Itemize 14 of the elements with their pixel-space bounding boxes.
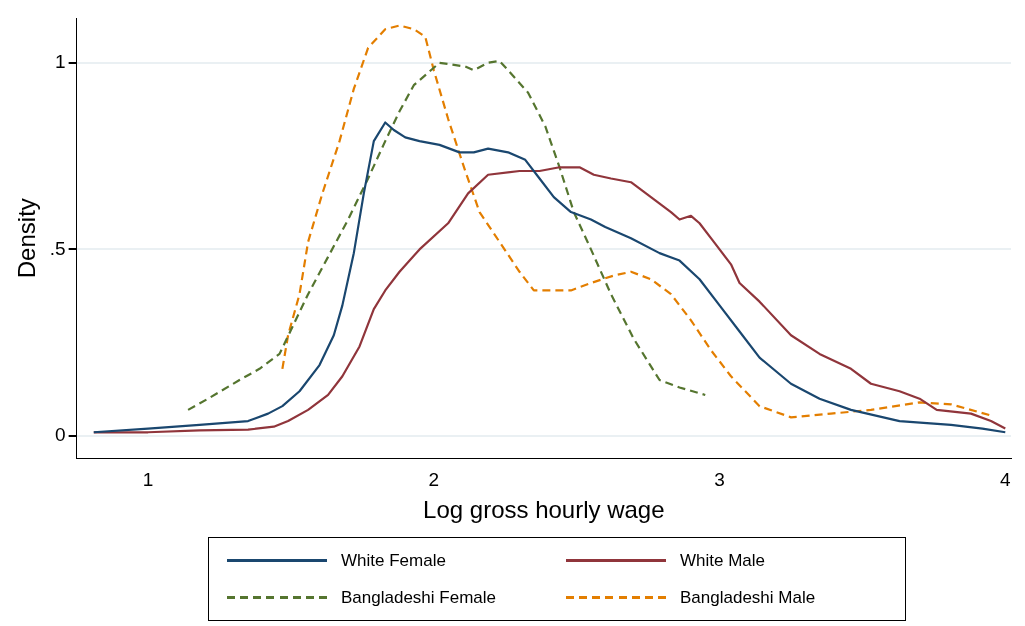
y-tick-label: .5 (49, 237, 66, 259)
y-tick-label: 0 (55, 424, 66, 446)
legend-label: White Male (680, 550, 766, 571)
x-axis-title: Log gross hourly wage (423, 496, 665, 524)
legend-label: Bangladeshi Female (341, 587, 496, 608)
x-tick-label: 2 (428, 469, 440, 491)
y-axis-title: Density (13, 198, 41, 279)
x-tick-label: 1 (142, 469, 154, 491)
y-tick-label: 1 (55, 51, 66, 73)
legend-label: White Female (341, 550, 446, 571)
legend-label: Bangladeshi Male (680, 587, 816, 608)
x-tick-label: 4 (1000, 469, 1011, 491)
line-series (186, 59, 707, 411)
x-tick-label: 3 (714, 469, 725, 491)
